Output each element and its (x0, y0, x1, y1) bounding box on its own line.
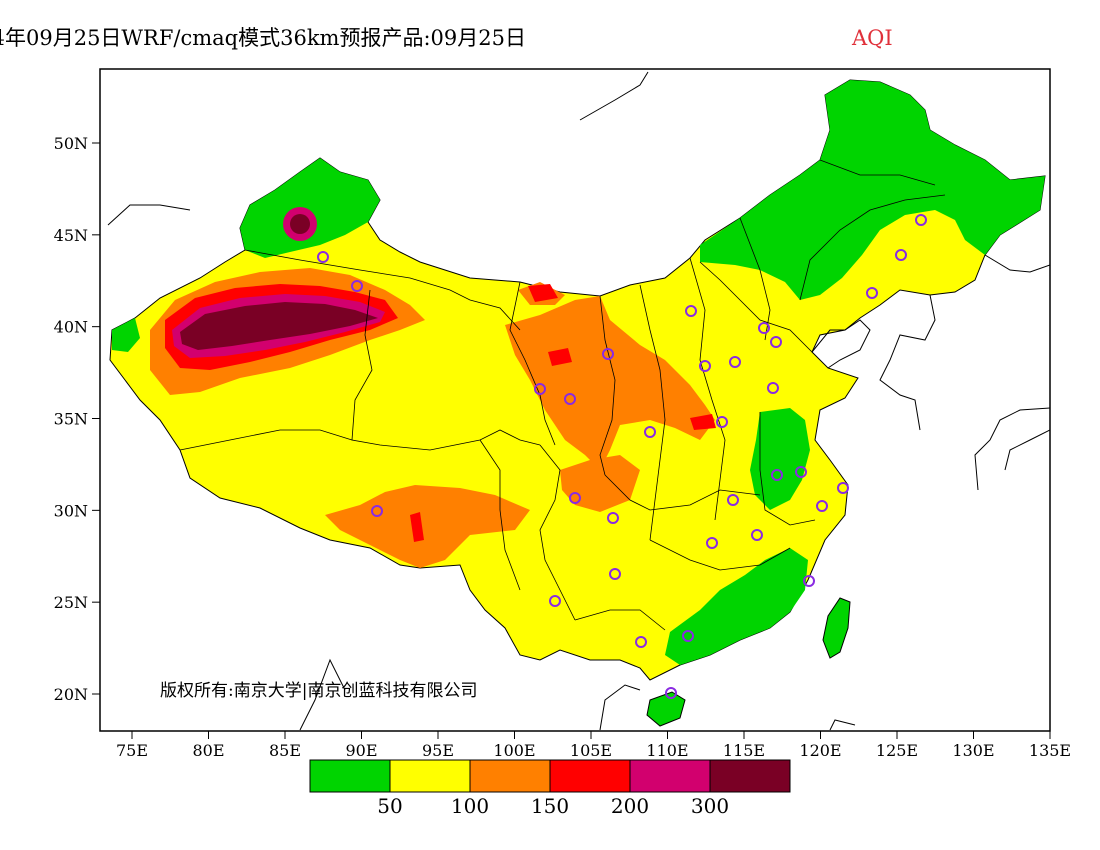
station-marker (564, 393, 576, 405)
station-marker (569, 492, 581, 504)
station-marker (351, 280, 363, 292)
variable-label: AQI (851, 26, 893, 50)
lon-tick-label: 85E (269, 741, 301, 760)
lat-tick-label: 35N (54, 410, 88, 429)
station-marker (635, 636, 647, 648)
station-marker (609, 568, 621, 580)
region-usg-loess (505, 296, 715, 470)
lon-tick-label: 120E (799, 741, 841, 760)
lon-tick-label: 105E (570, 741, 612, 760)
legend-color-box (389, 759, 471, 793)
station-marker (895, 249, 907, 261)
station-marker (706, 537, 718, 549)
station-marker (795, 466, 807, 478)
legend-color-box (549, 759, 631, 793)
station-marker (371, 505, 383, 517)
map-plot (100, 69, 1050, 731)
region-good-northeast (700, 80, 1045, 300)
legend-threshold-label: 100 (451, 794, 489, 818)
longitude-axis: 75E 80E 85E 90E 95E 100E 105E 110E 115E 120E 125E 1… (116, 731, 1071, 760)
station-marker (767, 382, 779, 394)
station-marker (699, 360, 711, 372)
legend-threshold-label: 200 (611, 794, 649, 818)
lon-tick-label: 135E (1029, 741, 1071, 760)
legend-threshold-label: 150 (531, 794, 569, 818)
station-marker (771, 469, 783, 481)
station-marker (534, 383, 546, 395)
station-marker (816, 500, 828, 512)
latitude-axis: 50N 45N 40N 35N 30N 25N 20N (54, 134, 100, 704)
aqi-legend: 50 100 150 200 300 (309, 759, 791, 818)
lon-tick-label: 75E (116, 741, 148, 760)
region-hainan (646, 691, 686, 727)
region-good-east-central (750, 408, 810, 510)
legend-color-box (469, 759, 551, 793)
region-good-southeast (665, 548, 808, 665)
copyright-text: 版权所有:南京大学|南京创蓝科技有限公司 (160, 681, 477, 701)
legend-threshold-label: 300 (691, 794, 729, 818)
lon-tick-label: 115E (723, 741, 765, 760)
station-marker (803, 575, 815, 587)
lat-tick-label: 25N (54, 593, 88, 612)
lon-tick-label: 125E (876, 741, 918, 760)
lon-tick-label: 90E (345, 741, 377, 760)
legend-color-box (709, 759, 791, 793)
region-unhealthy-spot-2 (690, 414, 716, 430)
legend-threshold-label: 50 (377, 794, 402, 818)
lon-tick-label: 95E (422, 741, 454, 760)
lon-tick-label: 130E (952, 741, 994, 760)
station-markers (317, 214, 927, 699)
station-marker (607, 512, 619, 524)
station-marker (685, 305, 697, 317)
legend-color-box (309, 759, 391, 793)
station-marker (758, 322, 770, 334)
lon-tick-label: 110E (646, 741, 688, 760)
station-marker (549, 595, 561, 607)
lon-tick-label: 100E (493, 741, 535, 760)
region-hazardous-north (290, 214, 310, 234)
station-marker (644, 426, 656, 438)
lat-tick-label: 20N (54, 685, 88, 704)
lon-tick-label: 80E (192, 741, 224, 760)
station-marker (727, 494, 739, 506)
station-marker (837, 482, 849, 494)
region-good-north-xinjiang (240, 158, 380, 258)
region-unhealthy-spot-1 (548, 348, 572, 366)
lat-tick-label: 50N (54, 134, 88, 153)
region-unhealthy-spot-4 (528, 284, 558, 302)
lat-tick-label: 30N (54, 501, 88, 520)
map-frame (99, 68, 1051, 732)
station-marker (665, 687, 677, 699)
map-title: 2024年09月25日WRF/cmaq模式36km预报产品:09月25日 (0, 26, 526, 50)
station-marker (317, 251, 329, 263)
region-taiwan (822, 597, 851, 659)
lat-tick-label: 40N (54, 318, 88, 337)
region-unhealthy-spot-3 (410, 512, 424, 542)
station-marker (716, 416, 728, 428)
station-marker (682, 630, 694, 642)
region-hazardous-tarim (180, 302, 378, 350)
legend-color-box (629, 759, 711, 793)
station-marker (915, 214, 927, 226)
station-marker (866, 287, 878, 299)
station-marker (770, 336, 782, 348)
coastlines (107, 71, 1050, 731)
station-marker (751, 529, 763, 541)
province-borders (179, 159, 946, 631)
station-marker (602, 348, 614, 360)
region-good-west-edge (112, 318, 140, 352)
station-marker (729, 356, 741, 368)
lat-tick-label: 45N (54, 226, 88, 245)
